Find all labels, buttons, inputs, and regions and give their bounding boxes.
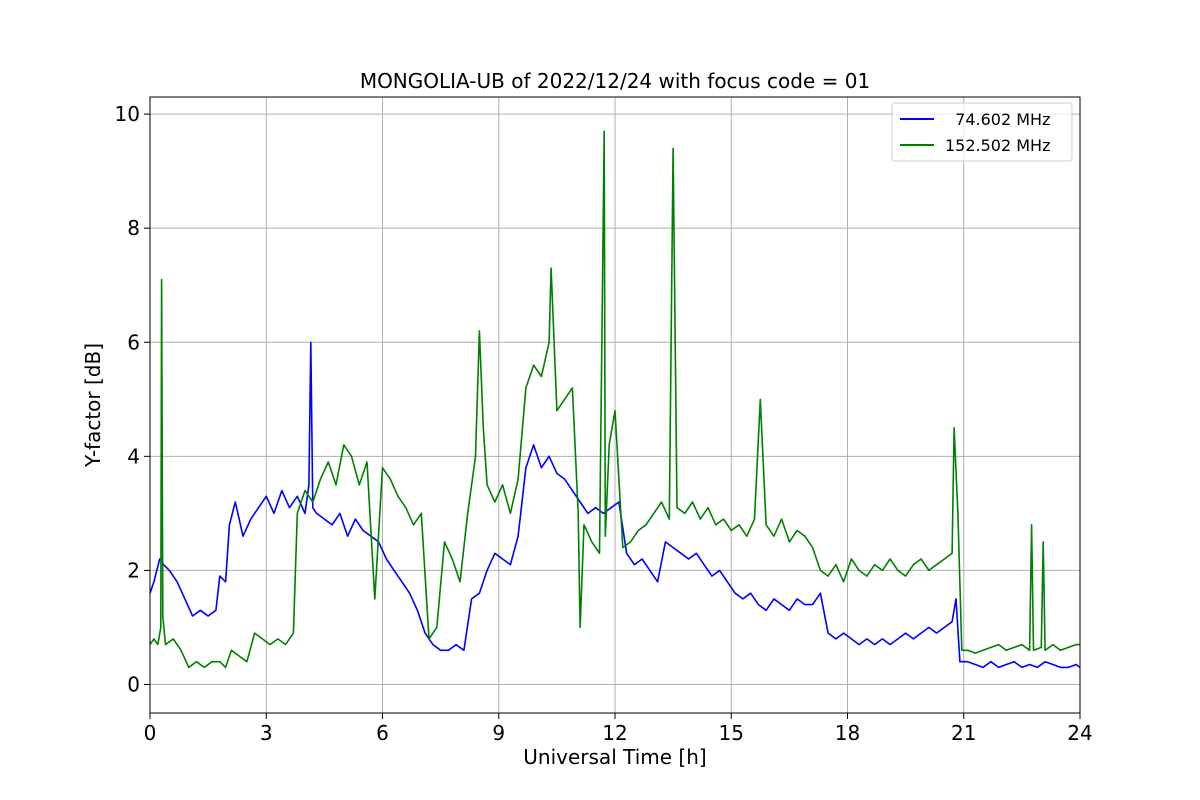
y-tick-label: 4 — [127, 444, 140, 468]
x-axis-label: Universal Time [h] — [523, 745, 706, 769]
x-tick-label: 21 — [951, 721, 976, 745]
plot-series — [149, 130, 1081, 669]
x-tick-label: 15 — [719, 721, 744, 745]
y-tick-label: 8 — [127, 216, 140, 240]
y-tick-label: 10 — [115, 102, 140, 126]
x-axis-ticks: 0 3 6 9 12 15 18 21 24 — [144, 713, 1093, 745]
y-axis-ticks: 0 2 4 6 8 10 — [115, 102, 150, 696]
y-tick-label: 0 — [127, 672, 140, 696]
chart-title: MONGOLIA-UB of 2022/12/24 with focus cod… — [360, 69, 870, 93]
x-tick-label: 3 — [260, 721, 273, 745]
legend-label-series-1: 74.602 MHz — [945, 110, 1050, 129]
x-tick-label: 9 — [492, 721, 505, 745]
x-tick-label: 24 — [1067, 721, 1092, 745]
x-tick-label: 0 — [144, 721, 157, 745]
y-tick-label: 6 — [127, 330, 140, 354]
legend-label-series-2: 152.502 MHz — [945, 136, 1050, 155]
legend: 74.602 MHz 152.502 MHz — [891, 102, 1073, 162]
y-tick-label: 2 — [127, 558, 140, 582]
x-tick-label: 12 — [602, 721, 627, 745]
x-tick-label: 18 — [835, 721, 860, 745]
y-axis-label: Y-factor [dB] — [81, 343, 105, 468]
legend-box — [891, 102, 1073, 162]
x-tick-label: 6 — [376, 721, 389, 745]
series-line-2 — [149, 130, 1080, 669]
